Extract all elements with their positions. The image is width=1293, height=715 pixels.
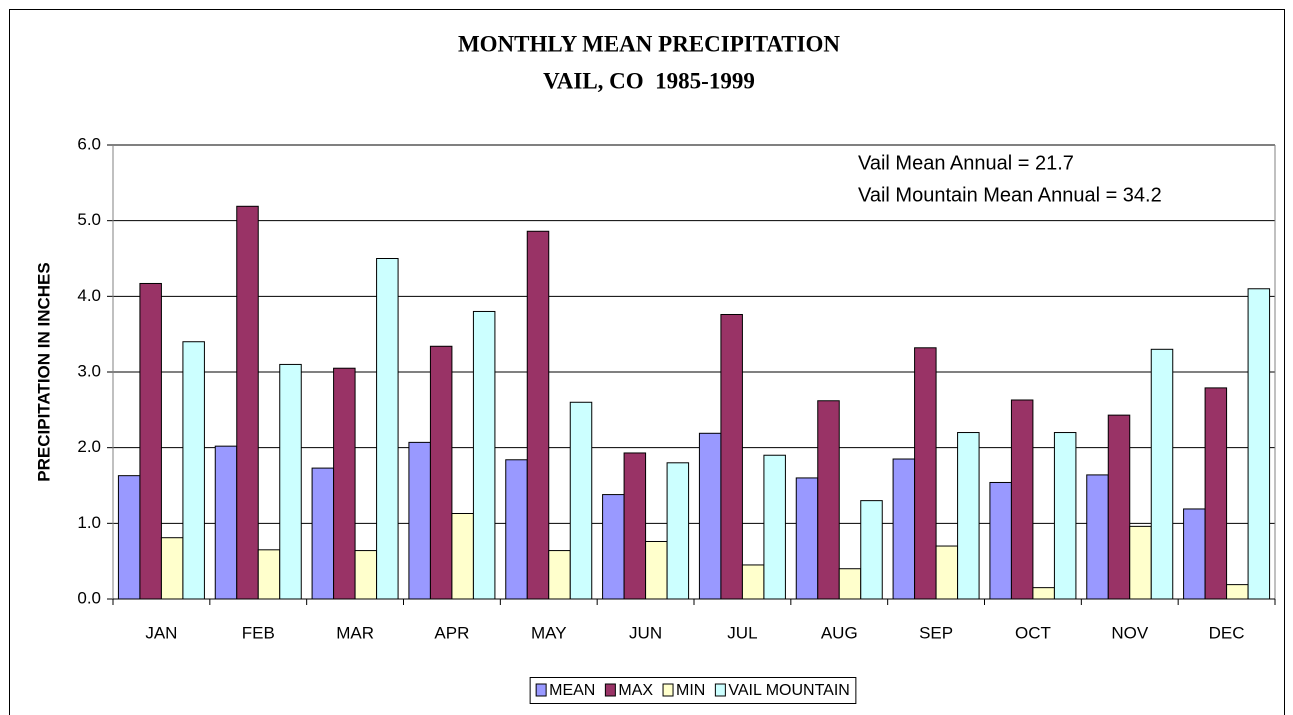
bar (914, 347, 937, 600)
bar (763, 454, 786, 600)
legend-swatch (535, 683, 547, 697)
bar (451, 512, 474, 600)
chart-title: MONTHLY MEAN PRECIPITATION (458, 31, 840, 56)
bar (838, 568, 862, 600)
bar (1053, 432, 1077, 600)
bar (408, 441, 431, 600)
y-axis-label: PRECIPITATION IN INCHES (34, 262, 53, 481)
bar (989, 481, 1012, 600)
x-tick-label: NOV (1111, 623, 1149, 642)
x-tick-label: FEB (242, 623, 275, 642)
annotation: Vail Mean Annual = 21.7 (858, 152, 1074, 174)
bar (623, 452, 647, 600)
bar (472, 310, 496, 600)
x-tick-label: JAN (145, 623, 177, 642)
bar (645, 540, 668, 600)
bar (602, 494, 625, 600)
legend-label: MAX (618, 682, 653, 699)
chart-subtitle: VAIL, CO 1985-1999 (543, 68, 755, 93)
bar (1086, 474, 1109, 600)
legend-box (529, 677, 857, 704)
bar (429, 345, 453, 600)
legend-swatch (662, 683, 674, 697)
x-tick-label: SEP (919, 623, 953, 642)
bar (333, 367, 356, 600)
bar (548, 550, 571, 600)
bar (1204, 387, 1228, 600)
y-tick-label: 2.0 (77, 437, 101, 456)
bar (957, 432, 980, 600)
bar (376, 258, 399, 600)
bar (1010, 399, 1034, 600)
y-tick-label: 0.0 (77, 588, 101, 607)
bar (1247, 288, 1271, 600)
legend-label: MEAN (549, 682, 595, 699)
bar (1129, 525, 1152, 600)
x-tick-label: OCT (1015, 623, 1051, 642)
bar (935, 545, 959, 600)
bar (741, 564, 765, 600)
bar (160, 537, 184, 600)
bar (505, 459, 528, 600)
bar (1183, 508, 1206, 600)
bar (257, 549, 281, 600)
bar (214, 445, 238, 600)
bar (817, 400, 840, 600)
x-tick-label: MAY (531, 623, 567, 642)
x-tick-label: DEC (1209, 623, 1245, 642)
bar (182, 341, 205, 600)
y-tick-label: 4.0 (77, 286, 101, 305)
y-tick-label: 3.0 (77, 361, 101, 380)
y-tick-label: 6.0 (77, 134, 101, 153)
legend-label: VAIL MOUNTAIN (728, 682, 850, 699)
bar (139, 282, 162, 600)
bar (1107, 414, 1131, 600)
bar (354, 550, 378, 600)
bar (795, 477, 819, 600)
bar (1226, 584, 1249, 600)
bar (1150, 348, 1174, 600)
legend-swatch (604, 683, 616, 697)
bar (569, 401, 593, 600)
y-tick-label: 1.0 (77, 513, 101, 532)
legend-label: MIN (676, 682, 705, 699)
bar (117, 475, 141, 600)
x-tick-label: MAR (336, 623, 374, 642)
bar (892, 458, 916, 600)
bar (720, 313, 743, 600)
annotation: Vail Mountain Mean Annual = 34.2 (858, 184, 1162, 206)
bar (236, 205, 259, 600)
x-tick-label: AUG (821, 623, 858, 642)
y-tick-label: 5.0 (77, 210, 101, 229)
bar (311, 467, 335, 600)
bar (698, 432, 722, 600)
bar (1032, 587, 1055, 600)
x-tick-label: APR (434, 623, 469, 642)
legend-swatch (714, 683, 726, 697)
bar (279, 363, 302, 600)
bar (860, 500, 883, 600)
bar (666, 462, 690, 600)
bar (526, 230, 550, 600)
x-tick-label: JUN (629, 623, 662, 642)
x-tick-label: JUL (727, 623, 757, 642)
